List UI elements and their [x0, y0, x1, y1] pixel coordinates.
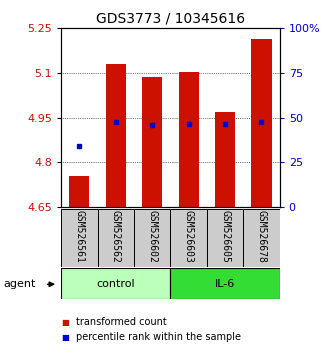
Text: GSM526605: GSM526605	[220, 211, 230, 263]
Bar	[170, 268, 280, 299]
Text: IL-6: IL-6	[215, 279, 235, 289]
Text: GSM526678: GSM526678	[257, 211, 266, 263]
Text: control: control	[97, 279, 135, 289]
Text: percentile rank within the sample: percentile rank within the sample	[76, 332, 241, 342]
Bar	[106, 64, 126, 207]
Bar	[98, 209, 134, 267]
Text: GSM526602: GSM526602	[147, 211, 157, 263]
Text: agent: agent	[3, 279, 36, 289]
Bar	[252, 39, 271, 207]
Bar	[134, 209, 170, 267]
Text: GSM526603: GSM526603	[184, 211, 194, 263]
Text: ■: ■	[61, 318, 69, 327]
Bar	[179, 72, 199, 207]
Bar	[207, 209, 243, 267]
Bar	[170, 209, 207, 267]
Text: ■: ■	[61, 332, 69, 342]
Title: GDS3773 / 10345616: GDS3773 / 10345616	[96, 12, 245, 26]
Bar	[61, 268, 170, 299]
Text: GSM526561: GSM526561	[74, 211, 84, 263]
Bar	[243, 209, 280, 267]
Bar	[215, 112, 235, 207]
Text: transformed count: transformed count	[76, 317, 167, 327]
Bar	[70, 176, 89, 207]
Bar	[142, 78, 162, 207]
Text: GSM526562: GSM526562	[111, 211, 121, 263]
Bar	[61, 209, 98, 267]
